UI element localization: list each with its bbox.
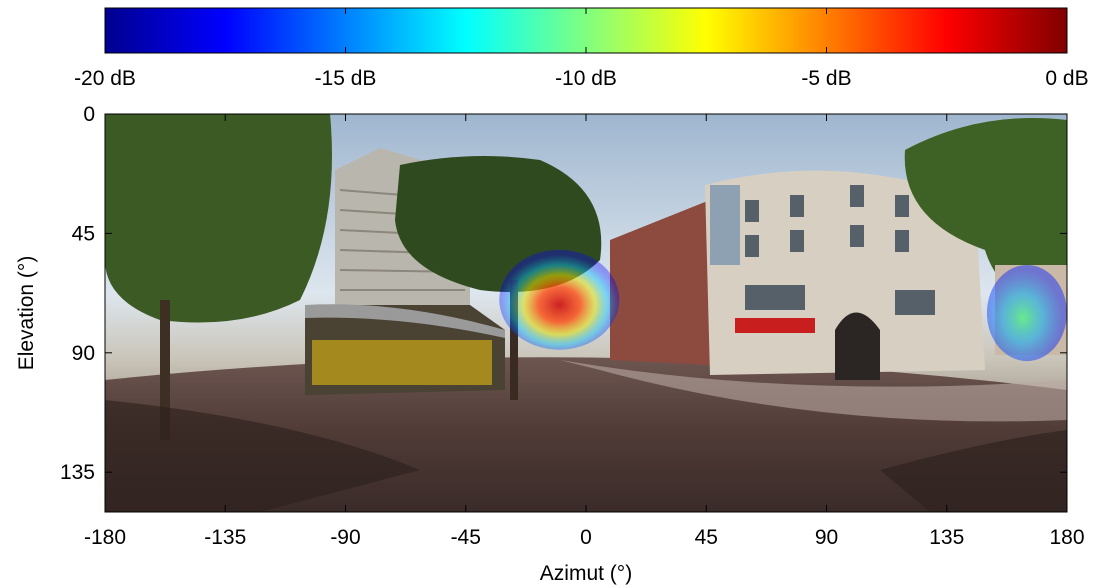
x-tick-label: -135 (204, 526, 246, 549)
y-tick-label: 135 (60, 461, 95, 484)
colorbar-tick-label: -10 dB (555, 67, 617, 90)
colorbar: -20 dB -15 dB -10 dB -5 dB 0 dB (74, 7, 1089, 90)
y-tick-label: 0 (83, 103, 95, 126)
x-tick-label: 180 (1049, 526, 1084, 549)
hotspot (499, 249, 620, 350)
x-tick-label: -90 (330, 526, 360, 549)
y-axis-title: Elevation (°) (15, 256, 38, 371)
x-tick-label: 45 (695, 526, 718, 549)
y-axis: 0 45 90 135 (60, 103, 1067, 484)
x-axis-title: Azimut (°) (540, 562, 632, 585)
heatmap-overlay (499, 249, 1067, 361)
colorbar-tick-label: -5 dB (801, 67, 851, 90)
y-tick-label: 90 (72, 342, 95, 365)
x-tick-label: 135 (929, 526, 964, 549)
y-tick-label: 45 (72, 222, 95, 245)
x-tick-label: -180 (84, 526, 126, 549)
hotspot (986, 265, 1067, 361)
panorama-image (105, 114, 1067, 512)
hotspots (499, 249, 1067, 361)
x-axis: -180 -135 -90 -45 0 45 90 135 180 (84, 114, 1085, 549)
colorbar-gradient (104, 7, 1068, 54)
colorbar-tick-label: -20 dB (74, 67, 136, 90)
x-tick-label: -45 (451, 526, 481, 549)
colorbar-ticks: -20 dB -15 dB -10 dB -5 dB 0 dB (74, 8, 1089, 90)
colorbar-tick-label: 0 dB (1045, 67, 1088, 90)
x-tick-label: 0 (580, 526, 592, 549)
x-tick-label: 90 (815, 526, 838, 549)
colorbar-tick-label: -15 dB (315, 67, 377, 90)
